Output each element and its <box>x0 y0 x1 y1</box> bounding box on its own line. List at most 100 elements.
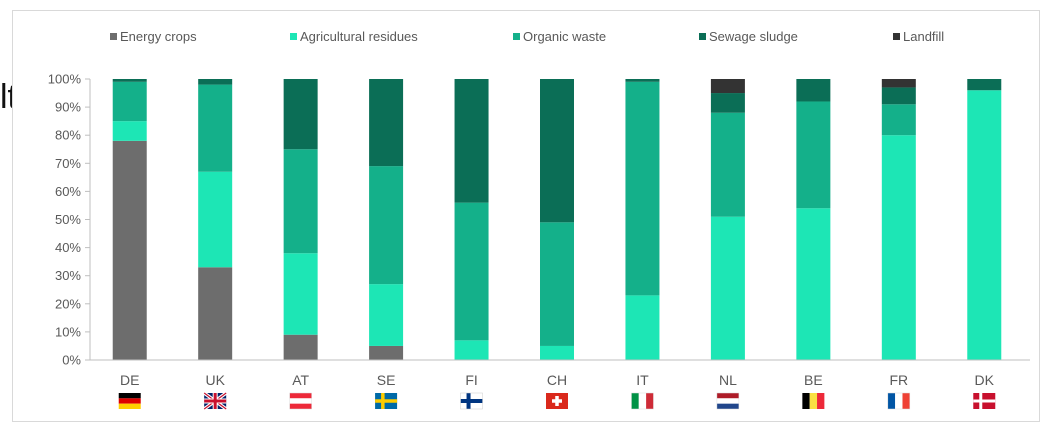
bar-segment <box>198 267 233 360</box>
y-tick-label: 50% <box>55 212 81 227</box>
bar-segment <box>198 79 233 85</box>
y-axis: 0% 10% 20% 30% 40% 50% 60% 70% 80% 90% 100% <box>48 72 91 368</box>
bar-segment <box>625 295 660 360</box>
belgium-flag <box>802 393 825 409</box>
bar-stack-it <box>625 79 660 360</box>
bar-segment <box>710 93 745 113</box>
legend-swatch <box>893 33 900 40</box>
y-tick-label: 30% <box>55 268 81 283</box>
y-tick-label: 80% <box>55 128 81 143</box>
bar-segment <box>454 340 489 360</box>
bar-segment <box>283 79 318 150</box>
y-tick-label: 90% <box>55 100 81 115</box>
bar-stack-uk <box>198 79 233 360</box>
x-tick-label: BE <box>804 372 823 388</box>
bar-stack-dk <box>967 79 1002 361</box>
bar-segment <box>283 334 318 360</box>
legend-label: Sewage sludge <box>709 29 798 44</box>
bar-segment <box>540 345 574 360</box>
bars <box>112 79 1002 361</box>
bar-segment <box>881 87 916 105</box>
legend-item: Landfill <box>893 29 944 44</box>
germany-flag <box>118 393 141 409</box>
bar-segment <box>369 79 404 167</box>
bar-segment <box>198 84 233 172</box>
bar-segment <box>198 171 233 268</box>
legend-item: Agricultural residues <box>290 29 418 44</box>
bar-stack-de <box>112 79 147 360</box>
legend-swatch <box>513 33 520 40</box>
bar-segment <box>369 166 404 285</box>
bar-segment <box>112 121 147 141</box>
bar-stack-fi <box>454 79 489 360</box>
x-tick-label: SE <box>377 372 396 388</box>
bar-segment <box>112 81 147 122</box>
legend-label: Organic waste <box>523 29 606 44</box>
bar-segment <box>454 79 489 203</box>
bar-segment <box>796 79 831 102</box>
bar-segment <box>454 202 489 341</box>
denmark-flag <box>973 393 996 409</box>
bar-stack-at <box>283 79 318 360</box>
bar-segment <box>796 101 831 209</box>
legend-label: Energy crops <box>120 29 197 44</box>
bar-segment <box>112 79 147 82</box>
bar-segment <box>625 81 660 296</box>
bar-segment <box>881 79 916 88</box>
y-tick-label: 0% <box>62 353 81 368</box>
y-tick-label: 70% <box>55 156 81 171</box>
bar-stack-ch <box>540 79 574 360</box>
y-tick-label: 20% <box>55 296 81 311</box>
netherlands-flag <box>716 392 740 410</box>
bar-stack-nl <box>710 79 745 360</box>
bar-segment <box>710 79 745 94</box>
legend: Energy crops Agricultural residues Organic… <box>110 29 944 44</box>
x-tick-label: FR <box>889 372 908 388</box>
bar-segment <box>369 284 404 346</box>
bar-segment <box>540 79 574 223</box>
switzerland-flag <box>546 393 568 409</box>
legend-swatch <box>290 33 297 40</box>
bar-segment <box>283 149 318 254</box>
flags <box>118 391 996 411</box>
bar-segment <box>540 222 574 346</box>
bar-segment <box>112 140 147 360</box>
x-tick-label: AT <box>292 372 309 388</box>
bar-segment <box>796 208 831 360</box>
bar-segment <box>369 345 404 360</box>
italy-flag <box>631 392 654 410</box>
x-tick-label: FI <box>465 372 477 388</box>
bar-stack-be <box>796 79 831 360</box>
austria-flag <box>289 392 312 410</box>
x-tick-label: IT <box>636 372 649 388</box>
bar-segment <box>967 79 1002 91</box>
legend-item: Energy crops <box>110 29 197 44</box>
bar-segment <box>625 79 660 82</box>
y-tick-label: 10% <box>55 324 81 339</box>
y-tick-label: 60% <box>55 184 81 199</box>
x-tick-label: DE <box>120 372 139 388</box>
bar-segment <box>881 104 916 136</box>
bar-stack-se <box>369 79 404 360</box>
bar-segment <box>967 90 1002 361</box>
legend-label: Landfill <box>903 29 944 44</box>
legend-item: Organic waste <box>513 29 606 44</box>
x-tick-label: NL <box>719 372 737 388</box>
sweden-flag <box>375 393 398 409</box>
y-tick-label: 100% <box>48 72 82 87</box>
bar-segment <box>710 216 745 360</box>
legend-swatch <box>699 33 706 40</box>
finland-flag <box>460 392 483 410</box>
x-axis: DE UK AT SE FI CH IT NL BE FR DK <box>90 359 1030 388</box>
chart-frame <box>12 10 1040 422</box>
bar-segment <box>283 253 318 335</box>
bar-segment <box>881 135 916 360</box>
x-tick-label: DK <box>975 372 995 388</box>
legend-swatch <box>110 33 117 40</box>
bar-segment <box>710 112 745 217</box>
legend-label: Agricultural residues <box>300 29 418 44</box>
y-tick-label: 40% <box>55 240 81 255</box>
legend-item: Sewage sludge <box>699 29 798 44</box>
